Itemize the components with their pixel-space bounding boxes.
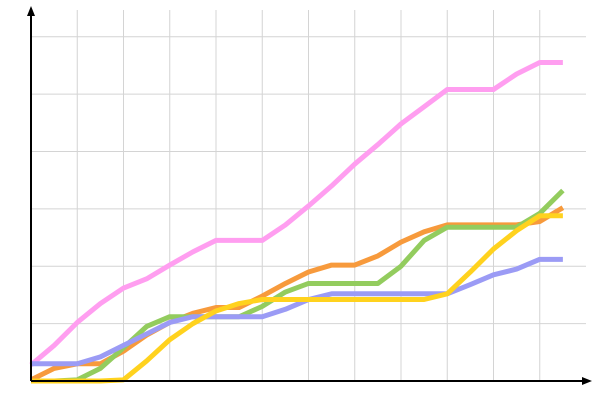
series-line-pink-series — [29, 60, 563, 367]
series-lines — [29, 60, 565, 384]
chart-axes — [27, 6, 592, 385]
vertical-gridlines — [76, 10, 541, 381]
up-arrow-head — [27, 6, 35, 16]
series-line-blue-series — [31, 256, 563, 367]
series-line-green-series — [31, 188, 565, 384]
right-arrow-head — [582, 377, 592, 385]
